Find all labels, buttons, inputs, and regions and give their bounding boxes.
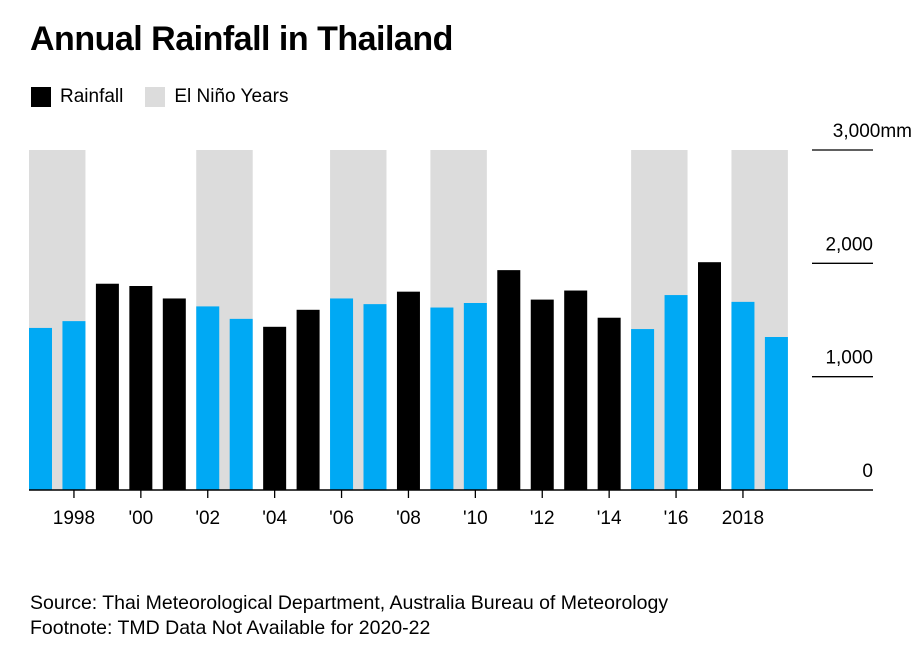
x-tick-label-2014: '14 — [597, 508, 622, 529]
bar-1998 — [62, 321, 86, 490]
y-tick-label-2000: 2,000 — [825, 234, 873, 255]
y-tick-label-3000: 3,000mm — [833, 121, 912, 142]
bar-2011 — [497, 270, 521, 490]
y-tick-label-1000: 1,000 — [825, 348, 873, 369]
x-tick-label-2012: '12 — [530, 508, 555, 529]
bar-2004 — [263, 326, 287, 490]
bar-2006 — [330, 298, 354, 490]
bar-2019 — [764, 337, 788, 490]
bar-2012 — [530, 299, 554, 490]
bar-2008 — [396, 291, 420, 490]
bar-2016 — [664, 295, 688, 490]
bar-2017 — [698, 262, 721, 490]
bar-2002 — [196, 306, 220, 490]
bar-2003 — [229, 318, 253, 490]
x-tick-label-2002: '02 — [195, 508, 220, 529]
bar-2005 — [296, 309, 320, 490]
bar-2009 — [430, 307, 454, 490]
chart-title: Annual Rainfall in Thailand — [30, 20, 453, 58]
footnote: Footnote: TMD Data Not Available for 202… — [30, 617, 431, 639]
bar-2018 — [731, 301, 755, 490]
x-tick-label-2008: '08 — [396, 508, 421, 529]
bar-2001 — [162, 298, 186, 490]
legend-label-rainfall: Rainfall — [60, 86, 124, 107]
legend-item-rainfall: Rainfall — [31, 86, 123, 108]
bar-2000 — [129, 286, 153, 490]
x-tick-label-2000: '00 — [128, 508, 153, 529]
x-tick-label-2010: '10 — [463, 508, 488, 529]
bar-2014 — [597, 317, 621, 490]
legend-swatch-el-nino — [145, 87, 166, 107]
x-tick-label-2004: '04 — [262, 508, 287, 529]
bar-2015 — [631, 329, 655, 490]
x-tick-label-2018: 2018 — [722, 508, 764, 529]
bar-1997 — [29, 327, 52, 490]
bar-1999 — [95, 283, 119, 490]
legend-item-el-nino: El Niño Years — [145, 86, 288, 108]
legend-swatch-rainfall — [31, 87, 51, 107]
source-note: Source: Thai Meteorological Department, … — [30, 592, 669, 614]
footer: Source: Thai Meteorological Department, … — [30, 591, 668, 641]
x-tick-label-2006: '06 — [329, 508, 354, 529]
x-tick-label-2016: '16 — [664, 508, 689, 529]
legend-label-el-nino: El Niño Years — [174, 86, 289, 107]
x-tick-label-1998: 1998 — [53, 508, 95, 529]
bar-2013 — [564, 290, 588, 490]
rainfall-bar-chart: 0 1,000 2,000 3,000mm 1998 '00 '02 '04 '06 '08 '10… — [29, 121, 912, 529]
y-tick-label-0: 0 — [862, 461, 873, 482]
bar-2007 — [363, 304, 387, 490]
bar-2010 — [463, 303, 487, 490]
legend: Rainfall El Niño Years — [31, 86, 310, 108]
